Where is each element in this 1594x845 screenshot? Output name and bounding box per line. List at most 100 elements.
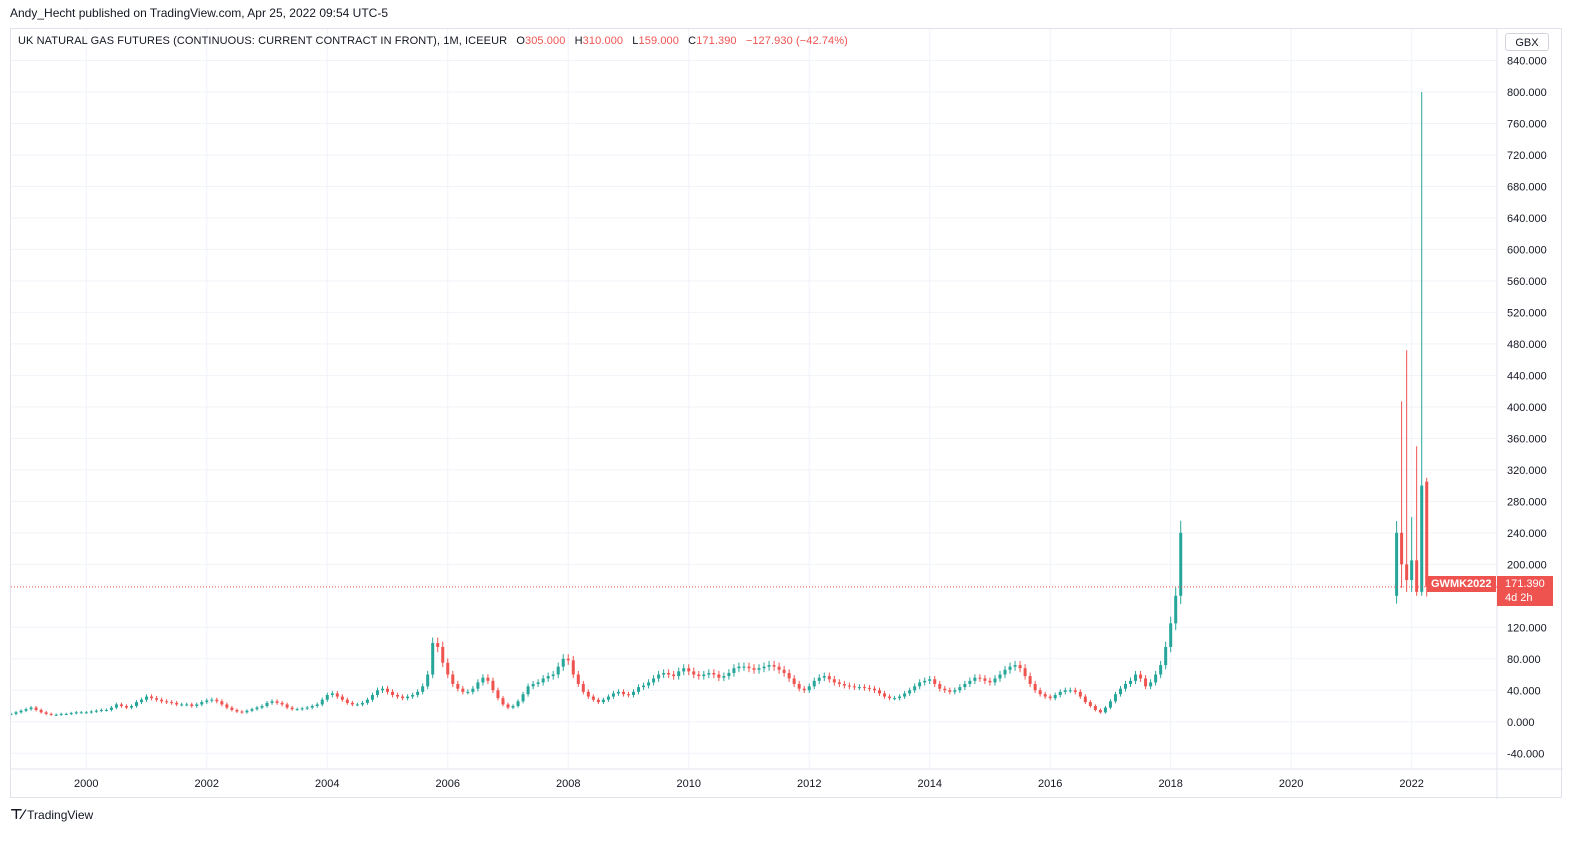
legend-close-label: C bbox=[688, 35, 697, 47]
candle-body bbox=[1078, 691, 1082, 697]
currency-button[interactable]: GBX bbox=[1505, 33, 1549, 51]
candle-body bbox=[757, 668, 761, 670]
candle-body bbox=[1023, 668, 1027, 677]
candle-body bbox=[1159, 665, 1163, 675]
candle-body bbox=[727, 672, 731, 677]
candle-body bbox=[637, 687, 641, 692]
candle-body bbox=[386, 688, 390, 692]
legend-close-value: 171.390 bbox=[696, 35, 737, 47]
candle-body bbox=[431, 643, 435, 675]
candle-body bbox=[747, 666, 751, 669]
candle-body bbox=[175, 702, 179, 705]
candle-body bbox=[280, 702, 284, 705]
y-tick-label: 560.000 bbox=[1507, 276, 1547, 288]
candle-body bbox=[220, 701, 224, 705]
candle-body bbox=[29, 707, 33, 710]
chart-frame[interactable]: 840.000 800.000 760.000 720.000 680.000 640.0… bbox=[10, 28, 1563, 799]
y-tick-label: 320.000 bbox=[1507, 465, 1547, 477]
candle-body bbox=[752, 668, 756, 670]
candle-body bbox=[1123, 683, 1128, 689]
candle-body bbox=[49, 713, 53, 715]
candle-body bbox=[1164, 646, 1168, 666]
legend-low-label: L bbox=[632, 35, 639, 47]
candle-body bbox=[948, 690, 952, 692]
footer-brand[interactable]: ⊤⁄ TradingView bbox=[10, 806, 93, 823]
candle-body bbox=[983, 678, 987, 681]
candle-body bbox=[807, 686, 811, 691]
candle-body bbox=[265, 702, 269, 707]
candle-body bbox=[1098, 709, 1102, 713]
candle-body bbox=[1154, 674, 1158, 683]
candle-body bbox=[867, 687, 871, 689]
candle-body bbox=[471, 688, 475, 692]
y-tick-label: 200.000 bbox=[1507, 559, 1547, 571]
y-tick-label: 240.000 bbox=[1507, 528, 1547, 540]
candle-body bbox=[898, 696, 902, 699]
candle-body bbox=[566, 658, 570, 661]
y-tick-label: 400.000 bbox=[1507, 402, 1547, 414]
legend-open-value: 305.000 bbox=[525, 35, 566, 47]
candle-body bbox=[862, 687, 866, 689]
candle-body bbox=[943, 688, 947, 691]
legend-open-label: O bbox=[516, 35, 525, 47]
candle-body bbox=[1058, 691, 1062, 695]
y-tick-label: 600.000 bbox=[1507, 244, 1547, 256]
x-tick-label: 2000 bbox=[74, 778, 98, 790]
candle-body bbox=[888, 696, 892, 699]
candle-body bbox=[632, 691, 636, 695]
candle-body bbox=[180, 704, 184, 706]
candle-body bbox=[335, 693, 339, 697]
candle-body bbox=[1405, 564, 1409, 581]
candle-body bbox=[672, 674, 676, 677]
candle-body bbox=[586, 691, 590, 697]
candle-body bbox=[235, 709, 239, 712]
candle-body bbox=[998, 674, 1002, 679]
candle-body bbox=[933, 679, 937, 684]
candle-body bbox=[606, 696, 610, 700]
candle-body bbox=[842, 683, 846, 686]
candle-body bbox=[39, 709, 43, 713]
x-tick-label: 2014 bbox=[917, 778, 941, 790]
x-tick-label: 2018 bbox=[1158, 778, 1182, 790]
candle-body bbox=[345, 699, 349, 703]
candle-body bbox=[19, 710, 23, 713]
candle-body bbox=[1013, 665, 1017, 667]
candle-body bbox=[1053, 695, 1057, 699]
last-price-value: 171.390 bbox=[1505, 578, 1545, 590]
candle-body bbox=[722, 676, 726, 678]
candle-body bbox=[1028, 676, 1032, 684]
candle-body bbox=[812, 680, 816, 687]
x-tick-label: 2012 bbox=[797, 778, 821, 790]
candle-body bbox=[461, 688, 465, 692]
legend-high-label: H bbox=[574, 35, 583, 47]
candle-body bbox=[250, 709, 254, 711]
legend-change-value: −127.930 (−42.74%) bbox=[745, 35, 848, 47]
candle-body bbox=[647, 682, 651, 686]
candle-body bbox=[1043, 694, 1047, 697]
candle-body bbox=[1129, 680, 1133, 684]
candle-body bbox=[767, 665, 771, 667]
candle-body bbox=[1144, 678, 1148, 687]
candle-body bbox=[832, 679, 836, 683]
candle-body bbox=[872, 688, 876, 691]
candle-body bbox=[702, 674, 706, 677]
y-tick-label: 0.000 bbox=[1507, 717, 1535, 729]
candle-body bbox=[717, 674, 721, 678]
candle-body bbox=[1139, 674, 1143, 679]
candle-body bbox=[506, 704, 510, 708]
candle-body bbox=[44, 712, 48, 714]
candle-body bbox=[1118, 688, 1122, 695]
candle-body bbox=[325, 695, 329, 700]
candle-body bbox=[652, 678, 656, 683]
candle-body bbox=[857, 687, 861, 689]
y-tick-label: 40.000 bbox=[1507, 685, 1541, 697]
candle-body bbox=[973, 677, 977, 681]
candle-body bbox=[642, 685, 646, 688]
candle-body bbox=[200, 702, 204, 705]
candle-body bbox=[591, 696, 595, 700]
candle-body bbox=[852, 686, 856, 688]
candlestick-chart[interactable]: 840.000 800.000 760.000 720.000 680.000 640.0… bbox=[11, 29, 1563, 799]
candle-body bbox=[1103, 707, 1107, 713]
candle-body bbox=[556, 666, 560, 675]
y-tick-label: 800.000 bbox=[1507, 87, 1547, 99]
